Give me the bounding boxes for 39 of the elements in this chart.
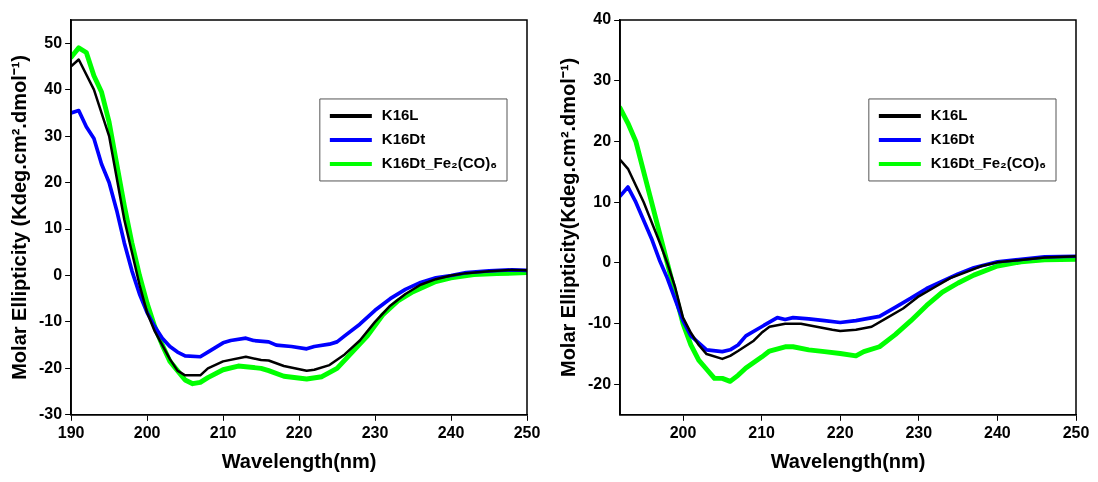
y-tick-label: 0: [53, 265, 63, 283]
x-tick-label: 250: [513, 423, 541, 441]
y-tick-label: -30: [39, 405, 63, 423]
x-tick-label: 210: [209, 423, 237, 441]
y-tick-label: 10: [44, 219, 63, 237]
x-tick-label: 220: [826, 423, 854, 441]
y-axis-title: Molar Ellipticity (Kdeg.cm².dmol⁻¹): [7, 55, 30, 380]
x-tick-label: 240: [437, 423, 465, 441]
y-tick-label: 40: [44, 80, 63, 98]
y-tick-label: 10: [593, 192, 612, 210]
y-tick-label: 20: [593, 131, 612, 149]
y-tick-label: 0: [602, 253, 612, 271]
x-tick-label: 190: [57, 423, 85, 441]
y-tick-label: 30: [44, 126, 63, 144]
y-tick-label: -20: [588, 374, 612, 392]
y-tick-label: 40: [593, 10, 612, 28]
y-tick-label: -10: [588, 314, 612, 332]
x-tick-label: 220: [285, 423, 313, 441]
x-tick-label: 200: [133, 423, 161, 441]
y-axis-title: Molar Ellipticity(Kdeg.cm².dmol⁻¹): [556, 57, 579, 378]
x-tick-label: 230: [905, 423, 933, 441]
x-axis-title: Wavelength(nm): [770, 449, 926, 472]
legend-label: K16Dt_Fe₂(CO)₆: [930, 154, 1047, 172]
legend-label: K16L: [381, 106, 419, 124]
legend-label: K16Dt: [381, 130, 426, 148]
legend-label: K16Dt_Fe₂(CO)₆: [381, 154, 498, 172]
x-tick-label: 250: [1062, 423, 1090, 441]
legend-label: K16Dt: [930, 130, 975, 148]
legend-label: K16L: [930, 106, 968, 124]
x-tick-label: 200: [669, 423, 697, 441]
y-tick-label: -10: [39, 312, 63, 330]
y-tick-label: 30: [593, 71, 612, 89]
y-tick-label: 20: [44, 172, 63, 190]
x-tick-label: 210: [748, 423, 776, 441]
x-tick-label: 230: [361, 423, 389, 441]
y-tick-label: 50: [44, 33, 63, 51]
y-tick-label: -20: [39, 358, 63, 376]
x-axis-title: Wavelength(nm): [221, 449, 377, 472]
x-tick-label: 240: [984, 423, 1011, 441]
